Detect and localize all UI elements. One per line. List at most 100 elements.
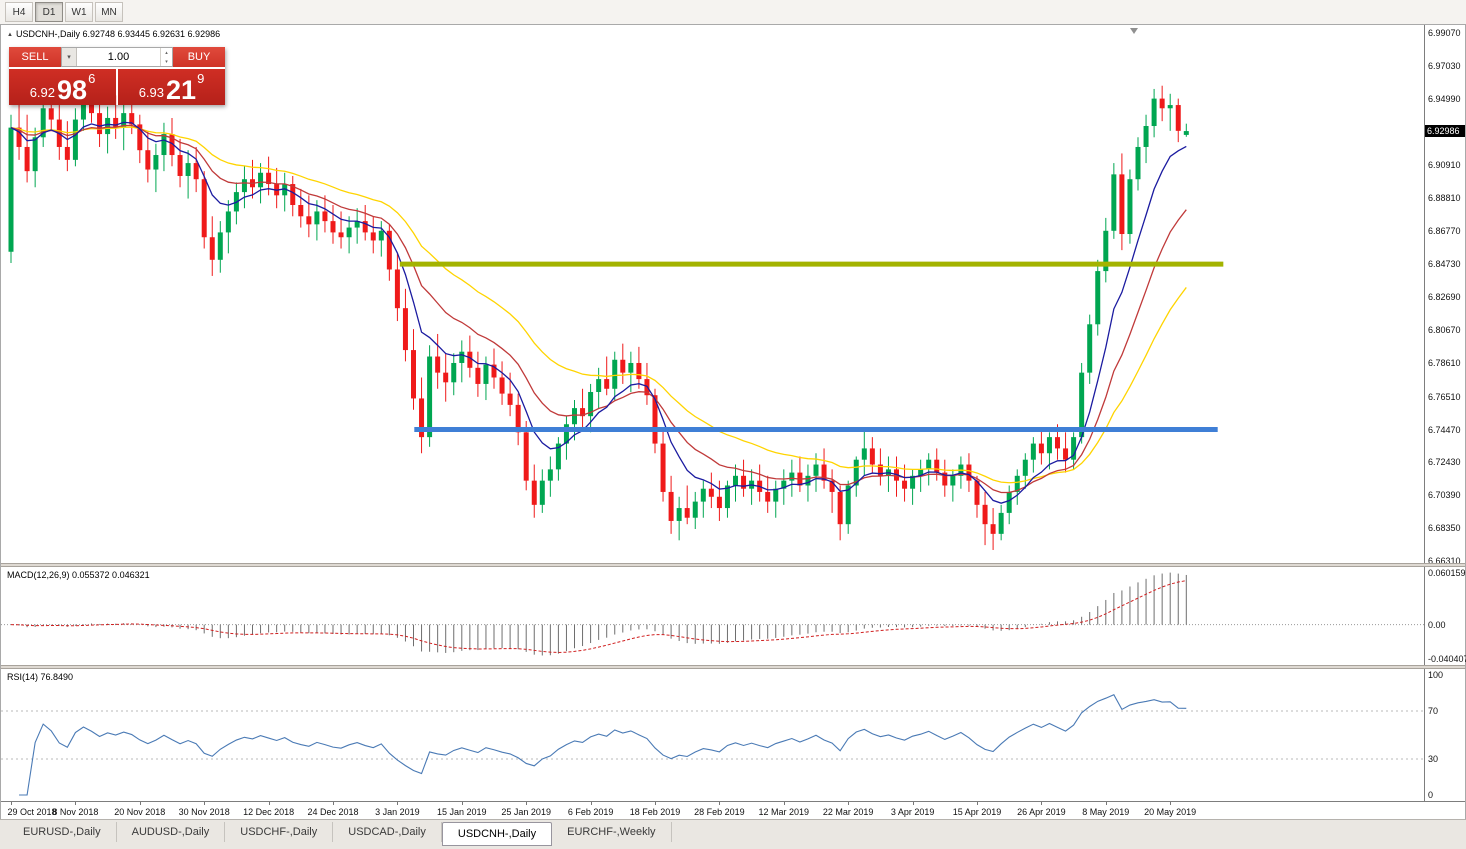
price-scale-label: 6.66310: [1428, 556, 1461, 567]
date-label: 12 Dec 2018: [243, 807, 295, 817]
chart-collapse-icon[interactable]: ▲: [7, 32, 13, 38]
one-click-trading-panel: SELL ▾ 1.00 ▴ ▾ BUY 6.92 98: [9, 47, 225, 105]
price-scale-label: 6.86770: [1428, 226, 1461, 237]
tab-eurchf-weekly[interactable]: EURCHF-,Weekly: [552, 822, 672, 842]
date-tick: [1105, 802, 1107, 805]
trade-controls-row: SELL ▾ 1.00 ▴ ▾ BUY: [9, 47, 225, 67]
price-scale[interactable]: 6.99070 6.97030 6.94990 6.90910 6.88810 6.867…: [1424, 25, 1465, 567]
price-scale-label: 6.94990: [1428, 93, 1461, 104]
date-tick: [268, 802, 270, 805]
date-label: 3 Apr 2019: [890, 807, 935, 817]
date-label: 6 Feb 2019: [567, 807, 614, 817]
chart-title-text: USDCNH-,Daily 6.92748 6.93445 6.92631 6.…: [15, 29, 221, 39]
buy-button[interactable]: BUY: [173, 47, 225, 67]
date-axis[interactable]: 29 Oct 2018 8 Nov 2018 20 Nov 2018 30 Nov 2…: [1, 801, 1465, 822]
rsi-chart: [1, 693, 1424, 796]
price-scale-label: 6.74470: [1428, 424, 1461, 435]
price-scale-label: 6.90910: [1428, 159, 1461, 170]
price-scale-label: 6.99070: [1428, 28, 1461, 38]
date-tick: [1170, 802, 1172, 805]
ask-prefix: 6.93: [138, 85, 165, 100]
macd-scale[interactable]: 0.060159 0.00 -0.040407: [1424, 567, 1466, 665]
ask-pip-digit: 9: [197, 71, 205, 86]
timeframe-h4-button[interactable]: H4: [5, 2, 33, 22]
rsi-scale-label: 30: [1428, 754, 1439, 764]
date-label: 15 Jan 2019: [437, 807, 487, 817]
price-scale-label: 6.76510: [1428, 391, 1461, 402]
date-label: 20 Nov 2018: [114, 807, 166, 817]
price-scale-label: 6.84730: [1428, 259, 1461, 270]
rsi-scale-label: 100: [1428, 670, 1444, 680]
date-label: 15 Apr 2019: [952, 807, 1002, 817]
date-label: 18 Feb 2019: [629, 807, 681, 817]
macd-pane[interactable]: MACD(12,26,9) 0.055372 0.046321: [1, 567, 1424, 665]
date-tick: [848, 802, 850, 805]
date-label: 8 May 2019: [1082, 807, 1130, 817]
date-label: 30 Nov 2018: [178, 807, 230, 817]
bid-pip-digit: 6: [88, 71, 96, 86]
volume-spinner: ▴ ▾: [160, 48, 172, 66]
sell-button[interactable]: SELL: [9, 47, 61, 67]
date-label: 3 Jan 2019: [375, 807, 420, 817]
chart-title: ▲ USDCNH-,Daily 6.92748 6.93445 6.92631 6…: [7, 29, 220, 39]
macd-scale-label: 0.060159: [1428, 568, 1466, 578]
date-label: 22 Mar 2019: [822, 807, 874, 817]
tab-usdcnh-daily[interactable]: USDCNH-,Daily: [441, 822, 553, 846]
date-tick: [977, 802, 978, 805]
price-scale-label: 6.68350: [1428, 523, 1461, 534]
price-chart-pane[interactable]: ▲ USDCNH-,Daily 6.92748 6.93445 6.92631 6…: [1, 25, 1424, 563]
volume-value: 1.00: [107, 51, 130, 63]
date-tick: [204, 802, 206, 805]
date-tick: [719, 802, 721, 805]
date-label: 12 Mar 2019: [758, 807, 810, 817]
date-label: 29 Oct 2018: [7, 807, 57, 817]
volume-increase-icon[interactable]: ▴: [165, 49, 168, 56]
buy-price-box[interactable]: 6.93 21 9: [118, 69, 225, 105]
volume-decrease-icon[interactable]: ▾: [165, 58, 168, 65]
pane-splitter-2[interactable]: [1, 665, 1465, 669]
price-scale-label: 6.88810: [1428, 193, 1461, 204]
rsi-scale[interactable]: 100 70 30 0: [1424, 669, 1465, 801]
rsi-pane[interactable]: RSI(14) 76.8490: [1, 669, 1424, 801]
price-scale-label: 6.97030: [1428, 60, 1461, 71]
current-price-tag: 6.92986: [1425, 125, 1465, 138]
date-tick: [139, 802, 141, 805]
timeframe-mn-button[interactable]: MN: [95, 2, 123, 22]
date-tick: [655, 802, 656, 805]
price-scale-label: 6.72430: [1428, 457, 1461, 468]
date-label: 24 Dec 2018: [307, 807, 359, 817]
date-tick: [397, 802, 399, 805]
sell-price-box[interactable]: 6.92 98 6: [9, 69, 116, 105]
volume-input[interactable]: ▾ 1.00 ▴ ▾: [61, 47, 173, 67]
date-tick: [461, 802, 463, 805]
macd-scale-label: -0.040407: [1428, 654, 1466, 664]
macd-chart: [1, 572, 1424, 656]
date-label: 25 Jan 2019: [501, 807, 551, 817]
bid-big-digits: 98: [57, 75, 88, 106]
ask-big-digits: 21: [166, 75, 197, 106]
macd-scale-label: 0.00: [1428, 619, 1446, 630]
tab-eurusd-daily[interactable]: EURUSD-,Daily: [8, 822, 117, 842]
tab-usdcad-daily[interactable]: USDCAD-,Daily: [333, 822, 442, 842]
rsi-label: RSI(14) 76.8490: [7, 672, 74, 682]
trade-prices-row: 6.92 98 6 6.93 21 9: [9, 69, 225, 105]
price-scale-label: 6.80670: [1428, 324, 1461, 335]
date-tick: [11, 802, 12, 805]
price-scale-label: 6.70390: [1428, 490, 1461, 501]
date-tick: [333, 802, 334, 805]
tab-audusd-daily[interactable]: AUDUSD-,Daily: [117, 822, 226, 842]
price-scale-label: 6.78610: [1428, 357, 1461, 368]
pane-splitter-1[interactable]: [1, 563, 1465, 567]
date-tick: [912, 802, 914, 805]
bid-prefix: 6.92: [29, 85, 56, 100]
date-tick: [783, 802, 785, 805]
timeframe-w1-button[interactable]: W1: [65, 2, 93, 22]
timeframe-toolbar: H4 D1 W1 MN: [0, 0, 1466, 25]
date-tick: [590, 802, 592, 805]
date-tick: [75, 802, 77, 805]
candlestick-chart: [8, 28, 1224, 550]
volume-dropdown-icon[interactable]: ▾: [62, 48, 77, 66]
tab-usdchf-daily[interactable]: USDCHF-,Daily: [225, 822, 334, 842]
timeframe-d1-button[interactable]: D1: [35, 2, 63, 22]
